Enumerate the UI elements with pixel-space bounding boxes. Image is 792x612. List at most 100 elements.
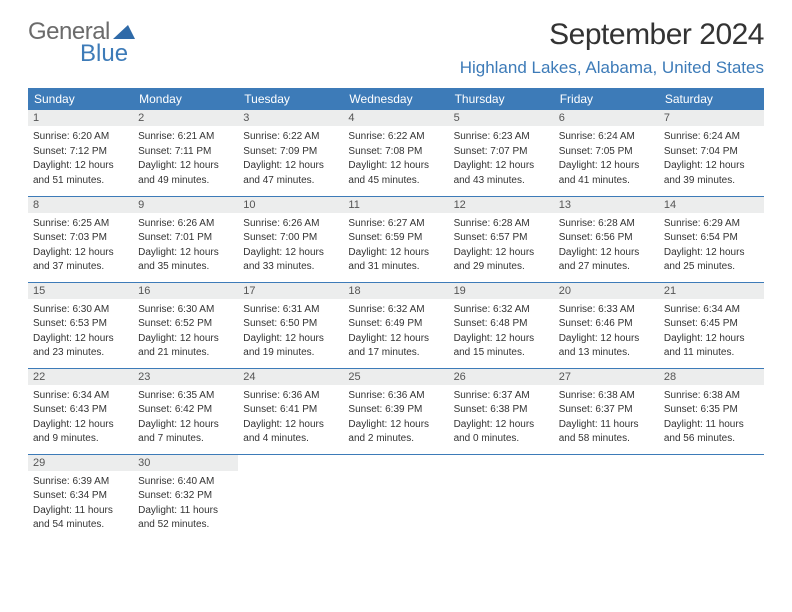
- day-number: 17: [238, 283, 343, 299]
- day-number: 23: [133, 369, 238, 385]
- sunrise-text: Sunrise: 6:39 AM: [33, 475, 128, 489]
- calendar-cell: 29Sunrise: 6:39 AMSunset: 6:34 PMDayligh…: [28, 454, 133, 540]
- daylight-text-1: Daylight: 11 hours: [138, 504, 233, 518]
- logo-block: General Blue: [28, 18, 135, 68]
- daylight-text-1: Daylight: 12 hours: [454, 159, 549, 173]
- day-header: Thursday: [449, 88, 554, 110]
- day-number: 5: [449, 110, 554, 126]
- day-info: Sunrise: 6:24 AMSunset: 7:04 PMDaylight:…: [659, 126, 764, 191]
- sunset-text: Sunset: 7:08 PM: [348, 145, 443, 159]
- sunrise-text: Sunrise: 6:31 AM: [243, 303, 338, 317]
- day-info: Sunrise: 6:22 AMSunset: 7:08 PMDaylight:…: [343, 126, 448, 191]
- calendar-week-row: 8Sunrise: 6:25 AMSunset: 7:03 PMDaylight…: [28, 196, 764, 282]
- calendar-cell: 30Sunrise: 6:40 AMSunset: 6:32 PMDayligh…: [133, 454, 238, 540]
- calendar-cell: 11Sunrise: 6:27 AMSunset: 6:59 PMDayligh…: [343, 196, 448, 282]
- day-info: Sunrise: 6:38 AMSunset: 6:35 PMDaylight:…: [659, 385, 764, 450]
- calendar-cell: 1Sunrise: 6:20 AMSunset: 7:12 PMDaylight…: [28, 110, 133, 196]
- sunset-text: Sunset: 7:04 PM: [664, 145, 759, 159]
- daylight-text-2: and 56 minutes.: [664, 432, 759, 446]
- sunrise-text: Sunrise: 6:24 AM: [664, 130, 759, 144]
- day-info: Sunrise: 6:37 AMSunset: 6:38 PMDaylight:…: [449, 385, 554, 450]
- sunset-text: Sunset: 6:53 PM: [33, 317, 128, 331]
- daylight-text-2: and 17 minutes.: [348, 346, 443, 360]
- sunset-text: Sunset: 6:43 PM: [33, 403, 128, 417]
- day-number: 2: [133, 110, 238, 126]
- sunrise-text: Sunrise: 6:24 AM: [559, 130, 654, 144]
- day-number: 3: [238, 110, 343, 126]
- day-info: Sunrise: 6:32 AMSunset: 6:49 PMDaylight:…: [343, 299, 448, 364]
- day-number: 11: [343, 197, 448, 213]
- calendar-page: General Blue September 2024 Highland Lak…: [0, 0, 792, 558]
- calendar-head: Sunday Monday Tuesday Wednesday Thursday…: [28, 88, 764, 110]
- day-header: Wednesday: [343, 88, 448, 110]
- daylight-text-1: Daylight: 12 hours: [454, 246, 549, 260]
- calendar-cell: 26Sunrise: 6:37 AMSunset: 6:38 PMDayligh…: [449, 368, 554, 454]
- sunset-text: Sunset: 7:00 PM: [243, 231, 338, 245]
- day-info: Sunrise: 6:34 AMSunset: 6:43 PMDaylight:…: [28, 385, 133, 450]
- day-number: 24: [238, 369, 343, 385]
- calendar-body: 1Sunrise: 6:20 AMSunset: 7:12 PMDaylight…: [28, 110, 764, 540]
- day-info: Sunrise: 6:40 AMSunset: 6:32 PMDaylight:…: [133, 471, 238, 536]
- day-info: Sunrise: 6:39 AMSunset: 6:34 PMDaylight:…: [28, 471, 133, 536]
- logo-text-2: Blue: [80, 40, 135, 68]
- day-header-row: Sunday Monday Tuesday Wednesday Thursday…: [28, 88, 764, 110]
- daylight-text-2: and 54 minutes.: [33, 518, 128, 532]
- daylight-text-2: and 49 minutes.: [138, 174, 233, 188]
- sunrise-text: Sunrise: 6:38 AM: [664, 389, 759, 403]
- daylight-text-2: and 13 minutes.: [559, 346, 654, 360]
- sunset-text: Sunset: 6:35 PM: [664, 403, 759, 417]
- calendar-cell: 21Sunrise: 6:34 AMSunset: 6:45 PMDayligh…: [659, 282, 764, 368]
- daylight-text-1: Daylight: 12 hours: [33, 332, 128, 346]
- sunrise-text: Sunrise: 6:28 AM: [454, 217, 549, 231]
- daylight-text-1: Daylight: 12 hours: [559, 332, 654, 346]
- sunrise-text: Sunrise: 6:32 AM: [348, 303, 443, 317]
- sunset-text: Sunset: 6:48 PM: [454, 317, 549, 331]
- sunrise-text: Sunrise: 6:27 AM: [348, 217, 443, 231]
- day-header: Friday: [554, 88, 659, 110]
- daylight-text-1: Daylight: 12 hours: [243, 418, 338, 432]
- sunrise-text: Sunrise: 6:40 AM: [138, 475, 233, 489]
- daylight-text-2: and 25 minutes.: [664, 260, 759, 274]
- sunrise-text: Sunrise: 6:20 AM: [33, 130, 128, 144]
- sunrise-text: Sunrise: 6:29 AM: [664, 217, 759, 231]
- sunset-text: Sunset: 6:39 PM: [348, 403, 443, 417]
- daylight-text-1: Daylight: 12 hours: [138, 246, 233, 260]
- calendar-cell: [554, 454, 659, 540]
- calendar-cell: 17Sunrise: 6:31 AMSunset: 6:50 PMDayligh…: [238, 282, 343, 368]
- day-info: Sunrise: 6:38 AMSunset: 6:37 PMDaylight:…: [554, 385, 659, 450]
- day-number: 22: [28, 369, 133, 385]
- day-number: 25: [343, 369, 448, 385]
- day-header: Saturday: [659, 88, 764, 110]
- day-info: Sunrise: 6:31 AMSunset: 6:50 PMDaylight:…: [238, 299, 343, 364]
- daylight-text-1: Daylight: 12 hours: [348, 159, 443, 173]
- calendar-cell: 25Sunrise: 6:36 AMSunset: 6:39 PMDayligh…: [343, 368, 448, 454]
- day-number: 1: [28, 110, 133, 126]
- sunrise-text: Sunrise: 6:32 AM: [454, 303, 549, 317]
- daylight-text-1: Daylight: 12 hours: [664, 332, 759, 346]
- daylight-text-2: and 0 minutes.: [454, 432, 549, 446]
- daylight-text-2: and 33 minutes.: [243, 260, 338, 274]
- sunset-text: Sunset: 7:11 PM: [138, 145, 233, 159]
- sunrise-text: Sunrise: 6:34 AM: [33, 389, 128, 403]
- sunrise-text: Sunrise: 6:34 AM: [664, 303, 759, 317]
- day-info: Sunrise: 6:20 AMSunset: 7:12 PMDaylight:…: [28, 126, 133, 191]
- day-number: 13: [554, 197, 659, 213]
- daylight-text-1: Daylight: 12 hours: [454, 332, 549, 346]
- calendar-cell: 12Sunrise: 6:28 AMSunset: 6:57 PMDayligh…: [449, 196, 554, 282]
- calendar-cell: [343, 454, 448, 540]
- daylight-text-1: Daylight: 12 hours: [664, 159, 759, 173]
- sunrise-text: Sunrise: 6:37 AM: [454, 389, 549, 403]
- sunset-text: Sunset: 6:46 PM: [559, 317, 654, 331]
- day-number: 16: [133, 283, 238, 299]
- sunrise-text: Sunrise: 6:22 AM: [348, 130, 443, 144]
- sunrise-text: Sunrise: 6:22 AM: [243, 130, 338, 144]
- month-title: September 2024: [460, 18, 764, 52]
- daylight-text-2: and 52 minutes.: [138, 518, 233, 532]
- daylight-text-2: and 47 minutes.: [243, 174, 338, 188]
- day-number: 28: [659, 369, 764, 385]
- day-number: 8: [28, 197, 133, 213]
- daylight-text-2: and 4 minutes.: [243, 432, 338, 446]
- calendar-cell: 15Sunrise: 6:30 AMSunset: 6:53 PMDayligh…: [28, 282, 133, 368]
- sunset-text: Sunset: 6:42 PM: [138, 403, 233, 417]
- calendar-table: Sunday Monday Tuesday Wednesday Thursday…: [28, 88, 764, 540]
